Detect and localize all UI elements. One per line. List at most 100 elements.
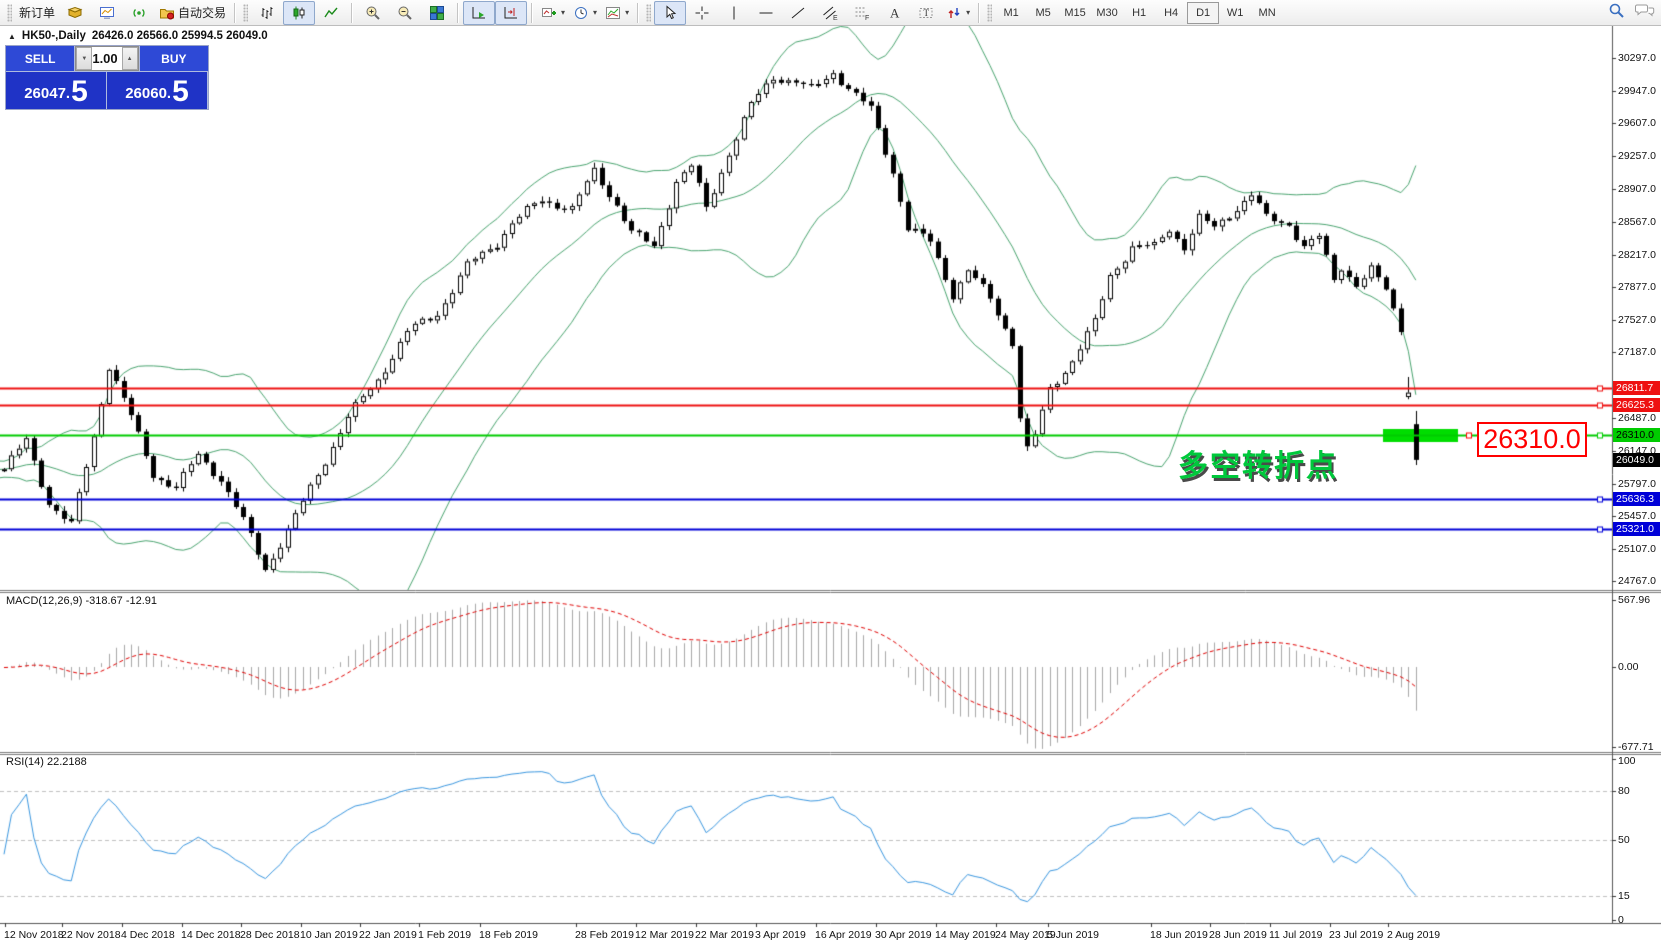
price-axis-label: 26487.0 — [1618, 412, 1656, 424]
buy-price-main: 26060. — [125, 85, 172, 102]
chart-shift-icon — [503, 5, 519, 21]
periods-icon[interactable]: ▾ — [569, 1, 601, 25]
one-click-trading-panel: SELL ▼ 1.00 ▲ BUY 26047. 5 26060. 5 — [5, 45, 209, 110]
candlestick-chart-icon[interactable] — [283, 0, 316, 25]
candlestick-chart-icon — [291, 5, 307, 21]
rsi-axis-label: 50 — [1618, 834, 1630, 846]
chart-canvas[interactable] — [0, 26, 1661, 950]
chart-shift-icon[interactable] — [495, 0, 528, 25]
autotrading-button[interactable]: 自动交易 — [155, 1, 230, 25]
date-axis-label: 12 Mar 2019 — [635, 929, 694, 941]
sell-price-main: 26047. — [24, 85, 71, 102]
horizontal-line-icon[interactable] — [750, 1, 782, 25]
svg-text:T: T — [924, 8, 930, 18]
fibonacci-icon: F — [854, 5, 870, 21]
line-chart-icon[interactable] — [315, 1, 347, 25]
zoom-out-icon — [397, 5, 413, 21]
price-axis-label: 27877.0 — [1618, 281, 1656, 293]
hline-price-chip: 26310.0 — [1613, 428, 1660, 442]
current-price-chip: 26049.0 — [1613, 453, 1660, 467]
timeframe-m1-button[interactable]: M1 — [1003, 6, 1019, 19]
dropdown-arrow-icon[interactable]: ▾ — [966, 8, 971, 17]
indicators-icon — [541, 5, 557, 21]
templates-icon[interactable]: ▾ — [601, 1, 633, 25]
signal-icon[interactable] — [123, 1, 155, 25]
timeframe-m30-button[interactable]: M30 — [1096, 6, 1118, 19]
fibonacci-icon[interactable]: F — [846, 1, 878, 25]
hline-price-chip: 25321.0 — [1613, 522, 1660, 536]
buy-price-display[interactable]: 26060. 5 — [107, 72, 207, 109]
vertical-line-icon — [726, 5, 742, 21]
toolbar-grip[interactable] — [7, 3, 12, 22]
timeframe-mn-button[interactable]: MN — [1258, 6, 1276, 19]
chat-icon[interactable] — [1635, 2, 1655, 24]
price-axis-label: 28907.0 — [1618, 183, 1656, 195]
volume-value[interactable]: 1.00 — [92, 51, 118, 66]
hline-price-chip: 26625.3 — [1613, 398, 1660, 412]
price-axis-label: 29257.0 — [1618, 150, 1656, 162]
text-icon[interactable]: A — [878, 1, 910, 25]
arrows-icon — [946, 5, 962, 21]
crosshair-icon[interactable] — [686, 1, 718, 25]
trendline-icon[interactable] — [782, 1, 814, 25]
arrows-icon[interactable]: ▾ — [942, 1, 974, 25]
price-axis-label: 29947.0 — [1618, 85, 1656, 97]
timeframe-h4-button[interactable]: H4 — [1164, 6, 1179, 19]
timeframe-m5-button[interactable]: M5 — [1035, 6, 1051, 19]
zoom-in-icon[interactable] — [357, 1, 389, 25]
text-label-icon: T — [918, 5, 934, 21]
dropdown-arrow-icon[interactable]: ▾ — [625, 8, 630, 17]
text-label-icon[interactable]: T — [910, 1, 942, 25]
indicators-icon[interactable]: ▾ — [537, 1, 569, 25]
search-icon[interactable] — [1608, 2, 1625, 24]
bar-chart-icon[interactable] — [251, 1, 283, 25]
toolbar-grip[interactable] — [646, 3, 652, 22]
volume-stepper: ▼ 1.00 ▲ — [75, 46, 139, 71]
sell-price-display[interactable]: 26047. 5 — [6, 72, 106, 109]
auto-scroll-icon[interactable] — [463, 0, 496, 25]
cursor-icon[interactable] — [654, 0, 687, 25]
dropdown-arrow-icon[interactable]: ▾ — [593, 8, 598, 17]
rsi-label: RSI(14) 22.2188 — [6, 756, 87, 768]
main-toolbar: 新订单 自动交易 ▾ ▾ ▾ E F A T ▾ M1 M5 M15 M30 H1 H4 D1 W1 MN — [0, 0, 1661, 26]
toolbar-separator — [978, 2, 981, 23]
tile-windows-icon[interactable] — [421, 1, 453, 25]
price-callout-box[interactable]: 26310.0 — [1477, 422, 1587, 457]
volume-decrease-button[interactable]: ▼ — [76, 47, 93, 70]
timeframe-w1-button[interactable]: W1 — [1226, 6, 1244, 19]
buy-button[interactable]: BUY — [139, 46, 208, 71]
dropdown-arrow-icon[interactable]: ▾ — [561, 8, 566, 17]
cursor-icon — [662, 4, 678, 21]
new-order-button[interactable]: 新订单 — [15, 1, 59, 25]
zoom-out-icon[interactable] — [389, 1, 421, 25]
toolbar-grip[interactable] — [243, 3, 249, 22]
date-axis-label: 18 Feb 2019 — [479, 929, 538, 941]
date-axis-label: 23 Jul 2019 — [1329, 929, 1384, 941]
metaeditor-icon[interactable] — [91, 1, 123, 25]
price-axis-label: 25107.0 — [1618, 543, 1656, 555]
sell-price-frac: 5 — [71, 75, 88, 108]
date-axis-label: 2 Aug 2019 — [1387, 929, 1441, 941]
price-axis-label: 30297.0 — [1618, 52, 1656, 64]
metaquotes-icon[interactable] — [59, 1, 91, 25]
equidistant-channel-icon[interactable]: E — [814, 1, 846, 25]
toolbar-grip[interactable] — [987, 3, 993, 22]
templates-icon — [605, 5, 621, 21]
sell-button[interactable]: SELL — [6, 46, 75, 71]
chart-annotation-text[interactable]: 多空转折点 — [1178, 450, 1338, 483]
buy-price-frac: 5 — [172, 75, 189, 108]
volume-increase-button[interactable]: ▲ — [121, 47, 138, 70]
timeframe-h1-button[interactable]: H1 — [1132, 6, 1147, 19]
vertical-line-icon[interactable] — [718, 1, 750, 25]
macd-axis-label: 0.00 — [1618, 661, 1639, 673]
date-axis-label: 22 Jan 2019 — [359, 929, 417, 941]
toolbar-separator — [351, 2, 354, 23]
timeframe-d1-button[interactable]: D1 — [1187, 1, 1220, 24]
date-axis-label: 30 Apr 2019 — [875, 929, 932, 941]
panel-collapse-icon[interactable]: ▲ — [8, 31, 16, 41]
price-axis-label: 29607.0 — [1618, 117, 1656, 129]
timeframe-m15-button[interactable]: M15 — [1064, 6, 1086, 19]
rsi-axis-label: 15 — [1618, 890, 1630, 902]
date-axis-label: 28 Jun 2019 — [1209, 929, 1267, 941]
date-axis-label: 24 May 2019 — [995, 929, 1056, 941]
